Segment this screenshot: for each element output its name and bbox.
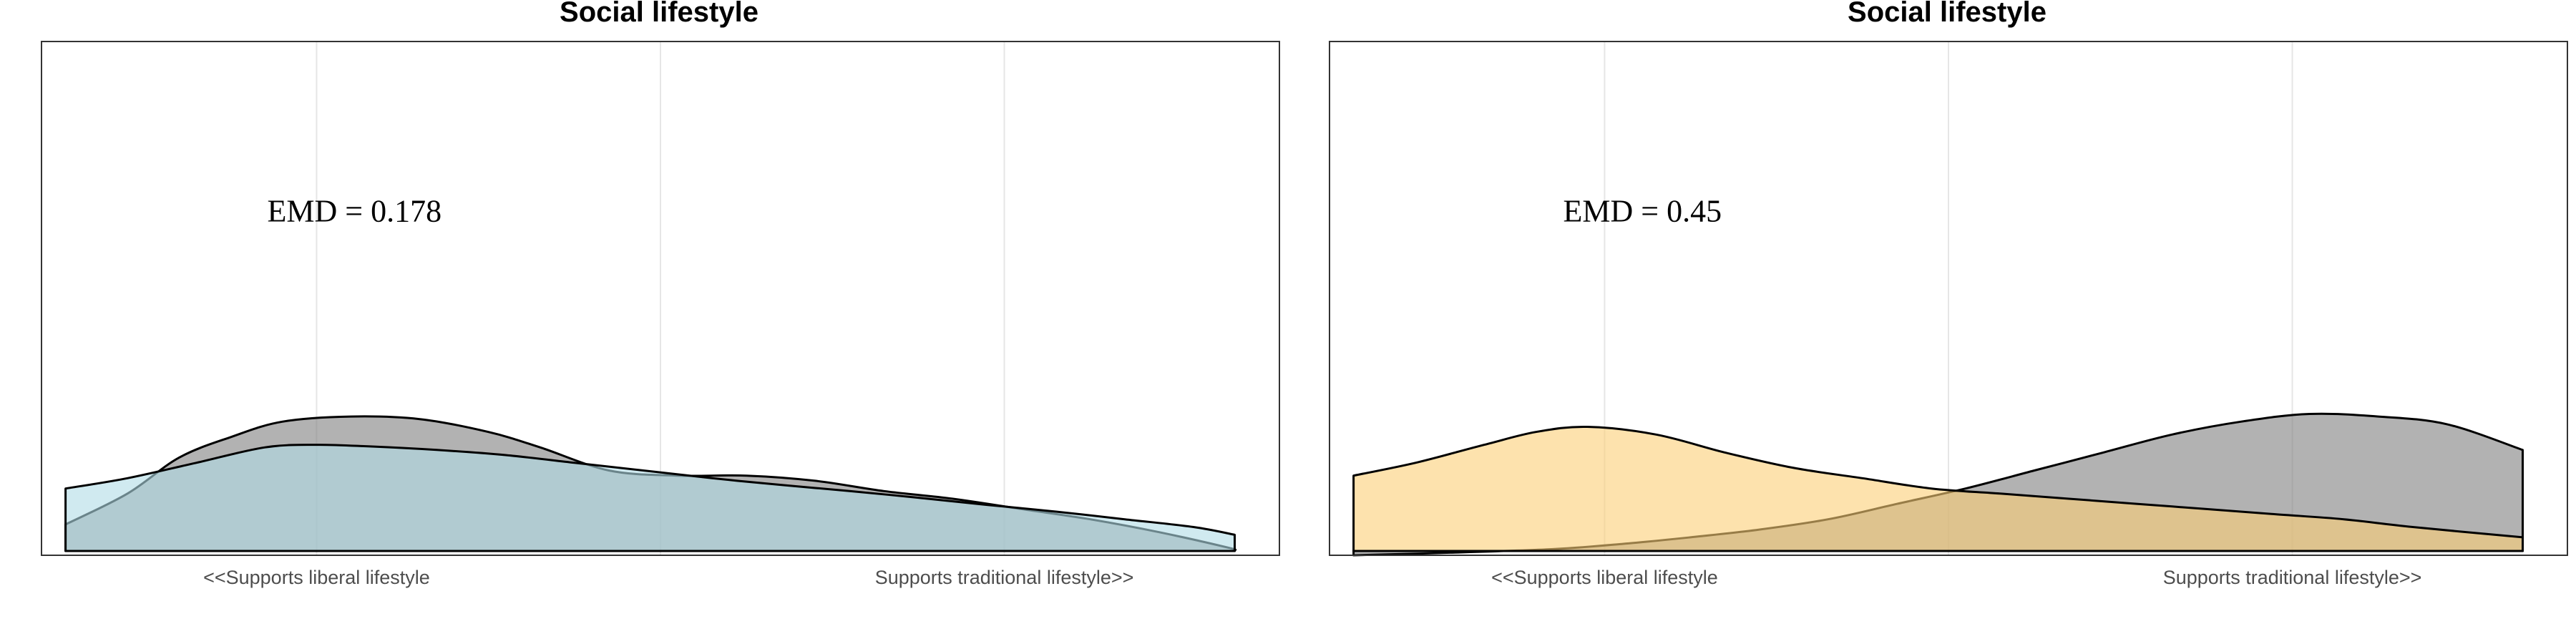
panel-1-emd-annotation: EMD = 0.178 — [268, 193, 442, 228]
panel-1-border — [41, 41, 1280, 556]
panel-1-x-tick-label-liberal: <<Supports liberal lifestyle — [203, 567, 430, 588]
panel-2-emd-annotation: EMD = 0.45 — [1563, 193, 1722, 228]
panel-2-title: Social lifestyle — [1848, 0, 2046, 28]
panel-2-x-tick-label-traditional: Supports traditional lifestyle>> — [2163, 567, 2422, 588]
panel-2: Social lifestyle EMD = 0.45 <<Supports l… — [1329, 0, 2568, 588]
panel-1-area-series-2 — [64, 444, 1236, 552]
panel-1-title: Social lifestyle — [560, 0, 758, 28]
panel-1: Social lifestyle EMD = 0.178 <<Supports … — [41, 0, 1280, 588]
panel-2-border — [1329, 41, 2568, 556]
panel-1-x-tick-label-traditional: Supports traditional lifestyle>> — [875, 567, 1134, 588]
panel-2-x-tick-label-liberal: <<Supports liberal lifestyle — [1491, 567, 1718, 588]
panel-2-area-series-2 — [1352, 425, 2524, 552]
